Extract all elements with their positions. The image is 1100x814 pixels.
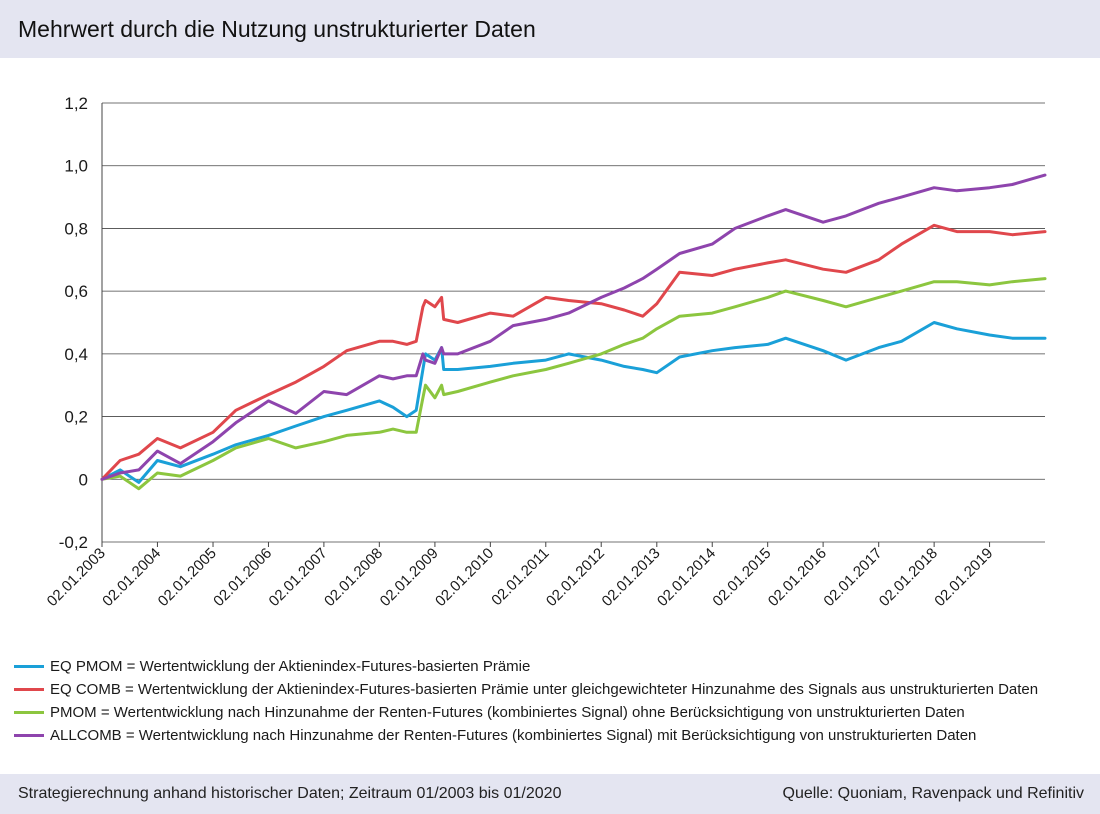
y-tick-label: 0 [79, 470, 88, 489]
y-tick-label: 1,0 [64, 157, 88, 176]
x-tick-label: 02.01.2005 [155, 545, 220, 610]
x-tick-label: 02.01.2007 [266, 545, 331, 610]
footer-note: Strategierechnung anhand historischer Da… [18, 785, 562, 802]
x-tick-label: 02.01.2011 [488, 545, 552, 609]
legend-item-pmom: PMOM = Wertentwicklung nach Hinzunahme d… [14, 701, 1100, 724]
y-tick-label: 0,4 [64, 345, 88, 364]
y-tick-label: 0,8 [64, 219, 88, 238]
y-tick-label: 1,2 [64, 94, 88, 113]
legend-swatch [14, 665, 44, 668]
x-tick-label: 02.01.2018 [876, 545, 941, 610]
series-line-eq-comb [100, 223, 1047, 481]
x-tick-label: 02.01.2012 [543, 545, 608, 610]
legend-label: PMOM = Wertentwicklung nach Hinzunahme d… [50, 704, 965, 721]
legend-label: EQ COMB = Wertentwicklung der Aktieninde… [50, 681, 1039, 698]
series-line-eq-pmom [100, 321, 1047, 484]
x-tick-label: 02.01.2004 [99, 545, 164, 610]
x-tick-label: 02.01.2015 [709, 545, 774, 610]
y-tick-label: 0,2 [64, 408, 88, 427]
legend-swatch [14, 711, 44, 714]
x-tick-label: 02.01.2010 [432, 545, 497, 610]
legend-swatch [14, 734, 44, 737]
x-tick-label: 02.01.2003 [44, 545, 109, 610]
series-line-allcomb [100, 173, 1047, 481]
x-tick-label: 02.01.2014 [654, 545, 719, 610]
x-tick-label: 02.01.2016 [765, 545, 830, 610]
title-bar: Mehrwert durch die Nutzung unstrukturier… [0, 0, 1100, 58]
legend-item-eq-pmom: EQ PMOM = Wertentwicklung der Aktieninde… [14, 655, 1100, 678]
legend-swatch [14, 688, 44, 691]
x-tick-label: 02.01.2008 [321, 545, 386, 610]
chart-title: Mehrwert durch die Nutzung unstrukturier… [18, 16, 536, 42]
legend-item-allcomb: ALLCOMB = Wertentwicklung nach Hinzunahm… [14, 724, 1100, 747]
footer-source: Quelle: Quoniam, Ravenpack und Refinitiv [782, 785, 1085, 802]
y-tick-label: 0,6 [64, 282, 88, 301]
legend-item-eq-comb: EQ COMB = Wertentwicklung der Aktieninde… [14, 678, 1100, 701]
series-line-pmom [100, 277, 1047, 491]
x-tick-label: 02.01.2013 [599, 545, 664, 610]
x-tick-label: 02.01.2019 [931, 545, 996, 610]
line-chart: -0,200,20,40,60,81,01,202.01.200302.01.2… [44, 94, 1047, 610]
legend: EQ PMOM = Wertentwicklung der Aktieninde… [14, 655, 1100, 747]
x-tick-label: 02.01.2017 [820, 545, 885, 610]
x-tick-label: 02.01.2006 [210, 545, 275, 610]
legend-label: EQ PMOM = Wertentwicklung der Aktieninde… [50, 658, 531, 675]
x-tick-label: 02.01.2009 [377, 545, 442, 610]
legend-label: ALLCOMB = Wertentwicklung nach Hinzunahm… [50, 727, 977, 744]
y-tick-label: -0,2 [59, 533, 88, 552]
footer-bar: Strategierechnung anhand historischer Da… [0, 774, 1100, 814]
